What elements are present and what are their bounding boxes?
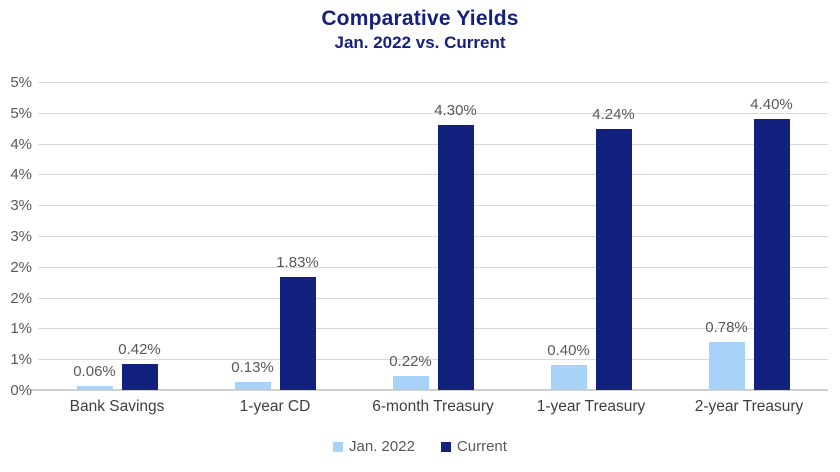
y-axis-tick-label: 3% xyxy=(10,228,32,245)
y-axis-tick-label: 2% xyxy=(10,289,32,307)
legend-item: Jan. 2022 xyxy=(333,438,415,455)
y-axis-tick-label: 1% xyxy=(10,351,32,369)
data-label: 4.30% xyxy=(434,102,477,120)
y-axis-tick-label: 4% xyxy=(10,135,32,153)
data-label: 0.22% xyxy=(389,353,432,371)
y-axis-tick-label: 4% xyxy=(10,166,32,184)
legend-label: Current xyxy=(456,438,507,455)
x-axis-category-label: 6-month Treasury xyxy=(372,398,494,415)
legend-label: Jan. 2022 xyxy=(349,438,415,455)
legend-swatch-icon xyxy=(333,441,344,452)
y-gridline xyxy=(38,236,828,237)
bar-jan-2022 xyxy=(392,376,429,390)
data-label: 0.06% xyxy=(73,363,116,381)
x-axis-category-label: 1-year CD xyxy=(239,398,311,415)
data-label: 0.42% xyxy=(118,341,161,359)
y-axis-tick-label: 3% xyxy=(10,197,32,215)
chart-title: Comparative Yields xyxy=(321,7,519,30)
data-label: 4.40% xyxy=(750,95,793,113)
y-axis-tick-label: 2% xyxy=(10,258,32,276)
legend: Jan. 2022 Current xyxy=(0,438,840,455)
legend-item: Current xyxy=(440,438,507,455)
x-axis-category-label: 2-year Treasury xyxy=(694,398,804,415)
bar-current xyxy=(121,364,158,390)
y-gridline xyxy=(38,205,828,207)
bar-current xyxy=(437,125,474,390)
bar-jan-2022 xyxy=(708,341,745,390)
y-axis-tick-label: 1% xyxy=(10,320,32,338)
x-axis-category-label: 1-year Treasury xyxy=(536,398,646,415)
data-label: 0.40% xyxy=(547,342,590,360)
y-axis-tick-label: 5% xyxy=(10,74,32,91)
data-label: 4.24% xyxy=(592,105,635,123)
y-gridline xyxy=(38,174,828,176)
y-gridline xyxy=(38,359,828,361)
y-axis-tick-label: 5% xyxy=(10,104,32,122)
bar-current xyxy=(279,277,316,390)
data-label: 0.78% xyxy=(705,318,748,336)
y-gridline xyxy=(38,82,828,83)
bar-current xyxy=(595,128,632,390)
bar-jan-2022 xyxy=(234,381,271,390)
bar-jan-2022 xyxy=(550,365,587,390)
chart-subtitle: Jan. 2022 vs. Current xyxy=(334,33,506,52)
bar-jan-2022 xyxy=(76,386,113,390)
data-label: 0.13% xyxy=(231,358,274,376)
y-axis-tick-label: 0% xyxy=(10,382,32,399)
x-axis-category-label: Bank Savings xyxy=(69,398,165,415)
y-gridline xyxy=(38,328,828,330)
x-axis-line xyxy=(30,389,828,391)
bar-current xyxy=(753,118,790,390)
y-gridline xyxy=(38,112,828,114)
data-label: 1.83% xyxy=(276,254,319,272)
legend-swatch-icon xyxy=(440,441,451,452)
y-gridline xyxy=(38,143,828,145)
y-gridline xyxy=(38,266,828,268)
y-gridline xyxy=(38,297,828,299)
